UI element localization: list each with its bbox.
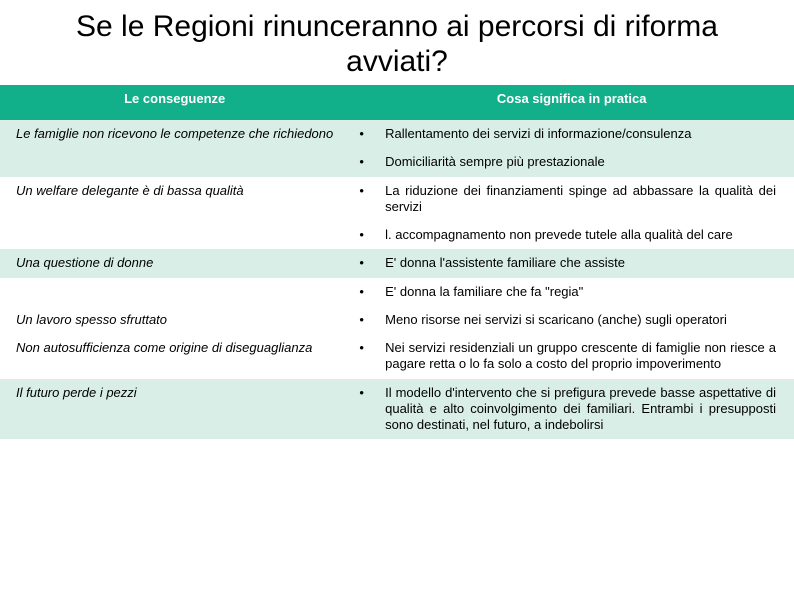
consequence-cell: Non autosufficienza come origine di dise…: [0, 334, 349, 379]
consequence-cell: [0, 148, 349, 176]
table-row: Le famiglie non ricevono le competenze c…: [0, 120, 794, 148]
meaning-cell: Meno risorse nei servizi si scaricano (a…: [381, 306, 794, 334]
consequence-cell: [0, 221, 349, 249]
table-row: Il futuro perde i pezzi • Il modello d'i…: [0, 379, 794, 440]
meaning-cell: l. accompagnamento non prevede tutele al…: [381, 221, 794, 249]
bullet-icon: •: [349, 148, 381, 176]
table-row: Non autosufficienza come origine di dise…: [0, 334, 794, 379]
slide-title: Se le Regioni rinunceranno ai percorsi d…: [0, 10, 794, 79]
meaning-cell: Il modello d'intervento che si prefigura…: [381, 379, 794, 440]
bullet-icon: •: [349, 177, 381, 222]
meaning-cell: E' donna l'assistente familiare che assi…: [381, 249, 794, 277]
meaning-cell: Domiciliarità sempre più prestazionale: [381, 148, 794, 176]
table-row: • Domiciliarità sempre più prestazionale: [0, 148, 794, 176]
consequence-cell: [0, 278, 349, 306]
consequence-cell: Il futuro perde i pezzi: [0, 379, 349, 440]
table-row: • E' donna la familiare che fa "regia": [0, 278, 794, 306]
meaning-cell: E' donna la familiare che fa "regia": [381, 278, 794, 306]
bullet-icon: •: [349, 278, 381, 306]
meaning-cell: La riduzione dei finanziamenti spinge ad…: [381, 177, 794, 222]
bullet-icon: •: [349, 379, 381, 440]
bullet-icon: •: [349, 120, 381, 148]
table-row: • l. accompagnamento non prevede tutele …: [0, 221, 794, 249]
meaning-cell: Rallentamento dei servizi di informazion…: [381, 120, 794, 148]
meaning-cell: Nei servizi residenziali un gruppo cresc…: [381, 334, 794, 379]
bullet-icon: •: [349, 306, 381, 334]
content-table: Le conseguenze Cosa significa in pratica…: [0, 85, 794, 439]
table-header-row: Le conseguenze Cosa significa in pratica: [0, 85, 794, 120]
bullet-icon: •: [349, 334, 381, 379]
table-row: Una questione di donne • E' donna l'assi…: [0, 249, 794, 277]
consequence-cell: Le famiglie non ricevono le competenze c…: [0, 120, 349, 148]
header-left: Le conseguenze: [0, 85, 349, 120]
consequence-cell: Una questione di donne: [0, 249, 349, 277]
consequence-cell: Un welfare delegante è di bassa qualità: [0, 177, 349, 222]
bullet-icon: •: [349, 221, 381, 249]
slide: Se le Regioni rinunceranno ai percorsi d…: [0, 0, 794, 595]
consequence-cell: Un lavoro spesso sfruttato: [0, 306, 349, 334]
table-row: Un lavoro spesso sfruttato • Meno risors…: [0, 306, 794, 334]
bullet-icon: •: [349, 249, 381, 277]
table-row: Un welfare delegante è di bassa qualità …: [0, 177, 794, 222]
header-right: Cosa significa in pratica: [349, 85, 794, 120]
